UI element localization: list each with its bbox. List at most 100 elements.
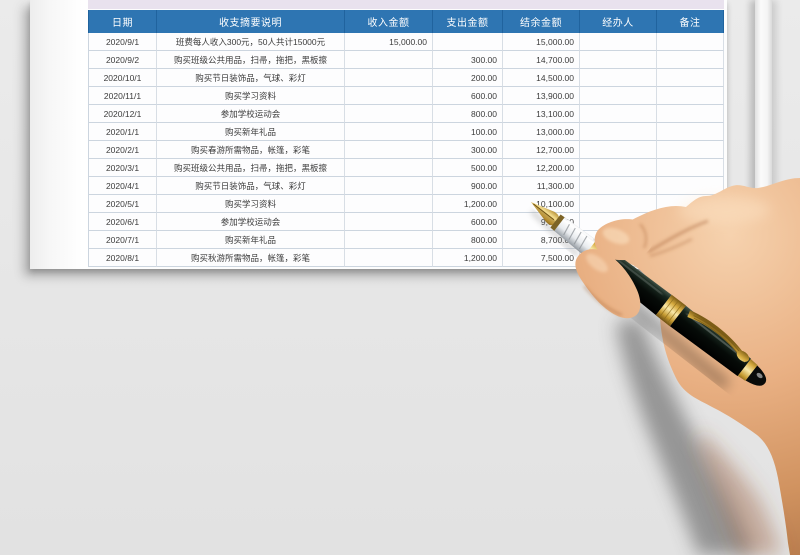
header-cell-2[interactable]: 收入金额 <box>345 10 433 33</box>
cell-expense-row7[interactable]: 300.00 <box>433 141 503 159</box>
cell-balance-row12[interactable]: 8,700.00 <box>503 231 580 249</box>
cell-expense-row2[interactable]: 300.00 <box>433 51 503 69</box>
cell-date-row11[interactable]: 2020/6/1 <box>88 213 157 231</box>
cell-desc-row7[interactable]: 购买春游所需物品，帐篷，彩笔 <box>157 141 345 159</box>
cell-balance-row8[interactable]: 12,200.00 <box>503 159 580 177</box>
cell-balance-row1[interactable]: 15,000.00 <box>503 33 580 51</box>
cell-note-row8[interactable] <box>657 159 724 177</box>
cell-date-row13[interactable]: 2020/8/1 <box>88 249 157 267</box>
cell-balance-row3[interactable]: 14,500.00 <box>503 69 580 87</box>
cell-income-row10[interactable] <box>345 195 433 213</box>
cell-expense-row9[interactable]: 900.00 <box>433 177 503 195</box>
cell-handler-row9[interactable] <box>580 177 657 195</box>
cell-desc-row9[interactable]: 购买节日装饰品，气球、彩灯 <box>157 177 345 195</box>
cell-expense-row5[interactable]: 800.00 <box>433 105 503 123</box>
cell-balance-row13[interactable]: 7,500.00 <box>503 249 580 267</box>
cell-income-row8[interactable] <box>345 159 433 177</box>
cell-desc-row1[interactable]: 班费每人收入300元，50人共计15000元 <box>157 33 345 51</box>
cell-desc-row8[interactable]: 购买班级公共用品，扫帚，拖把，黑板擦 <box>157 159 345 177</box>
end-trim-ring <box>737 359 758 381</box>
header-cell-3[interactable]: 支出金额 <box>433 10 503 33</box>
cell-handler-row6[interactable] <box>580 123 657 141</box>
header-cell-6[interactable]: 备注 <box>657 10 724 33</box>
cell-balance-row9[interactable]: 11,300.00 <box>503 177 580 195</box>
cell-handler-row7[interactable] <box>580 141 657 159</box>
cell-note-row7[interactable] <box>657 141 724 159</box>
cell-date-row5[interactable]: 2020/12/1 <box>88 105 157 123</box>
cell-desc-row2[interactable]: 购买班级公共用品，扫帚，拖把，黑板擦 <box>157 51 345 69</box>
cell-expense-row4[interactable]: 600.00 <box>433 87 503 105</box>
cell-balance-row4[interactable]: 13,900.00 <box>503 87 580 105</box>
cell-handler-row1[interactable] <box>580 33 657 51</box>
cell-balance-row7[interactable]: 12,700.00 <box>503 141 580 159</box>
cell-income-row5[interactable] <box>345 105 433 123</box>
cell-income-row11[interactable] <box>345 213 433 231</box>
cell-desc-row12[interactable]: 购买新年礼品 <box>157 231 345 249</box>
cell-desc-row4[interactable]: 购买学习资料 <box>157 87 345 105</box>
cell-desc-row13[interactable]: 购买秋游所需物品，帐篷，彩笔 <box>157 249 345 267</box>
cell-balance-row6[interactable]: 13,000.00 <box>503 123 580 141</box>
cell-income-row3[interactable] <box>345 69 433 87</box>
cell-date-row3[interactable]: 2020/10/1 <box>88 69 157 87</box>
cell-note-row13[interactable] <box>657 249 724 267</box>
cell-expense-row8[interactable]: 500.00 <box>433 159 503 177</box>
cell-balance-row11[interactable]: 9,500.00 <box>503 213 580 231</box>
cell-note-row6[interactable] <box>657 123 724 141</box>
cell-handler-row13[interactable] <box>580 249 657 267</box>
cell-desc-row10[interactable]: 购买学习资料 <box>157 195 345 213</box>
cell-note-row3[interactable] <box>657 69 724 87</box>
header-cell-1[interactable]: 收支摘要说明 <box>157 10 345 33</box>
cell-note-row11[interactable] <box>657 213 724 231</box>
cell-income-row9[interactable] <box>345 177 433 195</box>
cell-handler-row12[interactable] <box>580 231 657 249</box>
cell-handler-row2[interactable] <box>580 51 657 69</box>
cell-note-row1[interactable] <box>657 33 724 51</box>
cell-expense-row1[interactable] <box>433 33 503 51</box>
cell-expense-row6[interactable]: 100.00 <box>433 123 503 141</box>
cell-handler-row10[interactable] <box>580 195 657 213</box>
cell-note-row10[interactable] <box>657 195 724 213</box>
cell-income-row12[interactable] <box>345 231 433 249</box>
cell-note-row9[interactable] <box>657 177 724 195</box>
cell-note-row4[interactable] <box>657 87 724 105</box>
cell-income-row13[interactable] <box>345 249 433 267</box>
cell-expense-row13[interactable]: 1,200.00 <box>433 249 503 267</box>
pen-shadow-on-hand <box>593 269 730 389</box>
header-cell-0[interactable]: 日期 <box>88 10 157 33</box>
cell-balance-row2[interactable]: 14,700.00 <box>503 51 580 69</box>
cell-date-row9[interactable]: 2020/4/1 <box>88 177 157 195</box>
cell-date-row2[interactable]: 2020/9/2 <box>88 51 157 69</box>
cell-note-row12[interactable] <box>657 231 724 249</box>
cell-balance-row5[interactable]: 13,100.00 <box>503 105 580 123</box>
header-cell-4[interactable]: 结余金额 <box>503 10 580 33</box>
cell-date-row12[interactable]: 2020/7/1 <box>88 231 157 249</box>
cell-income-row4[interactable] <box>345 87 433 105</box>
cell-desc-row5[interactable]: 参加学校运动会 <box>157 105 345 123</box>
cell-income-row2[interactable] <box>345 51 433 69</box>
header-cell-5[interactable]: 经办人 <box>580 10 657 33</box>
cell-desc-row3[interactable]: 购买节日装饰品，气球、彩灯 <box>157 69 345 87</box>
cell-handler-row4[interactable] <box>580 87 657 105</box>
cell-note-row5[interactable] <box>657 105 724 123</box>
cell-handler-row5[interactable] <box>580 105 657 123</box>
cell-income-row7[interactable] <box>345 141 433 159</box>
cell-handler-row11[interactable] <box>580 213 657 231</box>
cell-date-row1[interactable]: 2020/9/1 <box>88 33 157 51</box>
cell-note-row2[interactable] <box>657 51 724 69</box>
cell-expense-row3[interactable]: 200.00 <box>433 69 503 87</box>
cell-date-row6[interactable]: 2020/1/1 <box>88 123 157 141</box>
cell-expense-row10[interactable]: 1,200.00 <box>433 195 503 213</box>
cell-date-row7[interactable]: 2020/2/1 <box>88 141 157 159</box>
cell-date-row8[interactable]: 2020/3/1 <box>88 159 157 177</box>
cell-date-row10[interactable]: 2020/5/1 <box>88 195 157 213</box>
cell-desc-row11[interactable]: 参加学校运动会 <box>157 213 345 231</box>
cell-expense-row11[interactable]: 600.00 <box>433 213 503 231</box>
cell-income-row6[interactable] <box>345 123 433 141</box>
cell-expense-row12[interactable]: 800.00 <box>433 231 503 249</box>
cell-date-row4[interactable]: 2020/11/1 <box>88 87 157 105</box>
cell-income-row1[interactable]: 15,000.00 <box>345 33 433 51</box>
cell-handler-row8[interactable] <box>580 159 657 177</box>
cell-desc-row6[interactable]: 购买新年礼品 <box>157 123 345 141</box>
cell-balance-row10[interactable]: 10,100.00 <box>503 195 580 213</box>
cell-handler-row3[interactable] <box>580 69 657 87</box>
